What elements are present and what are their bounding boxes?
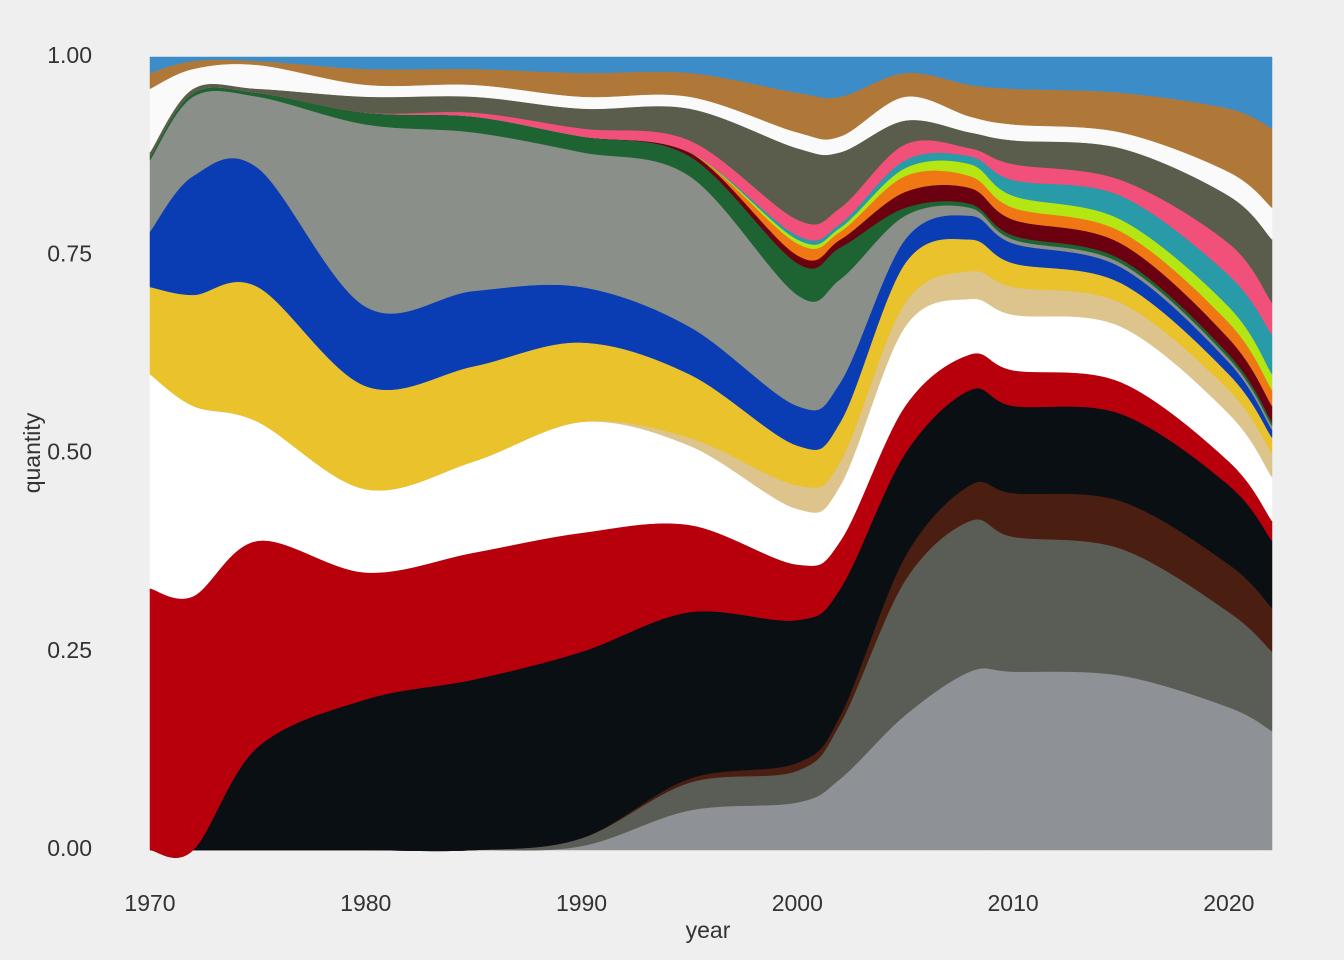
y-tick-label: 0.50 xyxy=(47,439,92,465)
x-tick-label: 2020 xyxy=(1203,890,1254,916)
area xyxy=(149,56,1273,129)
x-tick-label: 1990 xyxy=(556,890,607,916)
y-tick-label: 0.75 xyxy=(47,240,92,266)
y-tick-label: 0.00 xyxy=(47,835,92,861)
y-tick-label: 1.00 xyxy=(47,42,92,68)
x-axis-label: year xyxy=(686,917,731,943)
x-tick-label: 2010 xyxy=(987,890,1038,916)
x-tick-label: 1970 xyxy=(124,890,175,916)
x-tick-label: 1980 xyxy=(340,890,391,916)
y-axis-label: quantity xyxy=(19,412,45,493)
x-tick-label: 2000 xyxy=(772,890,823,916)
y-tick-label: 0.25 xyxy=(47,637,92,663)
